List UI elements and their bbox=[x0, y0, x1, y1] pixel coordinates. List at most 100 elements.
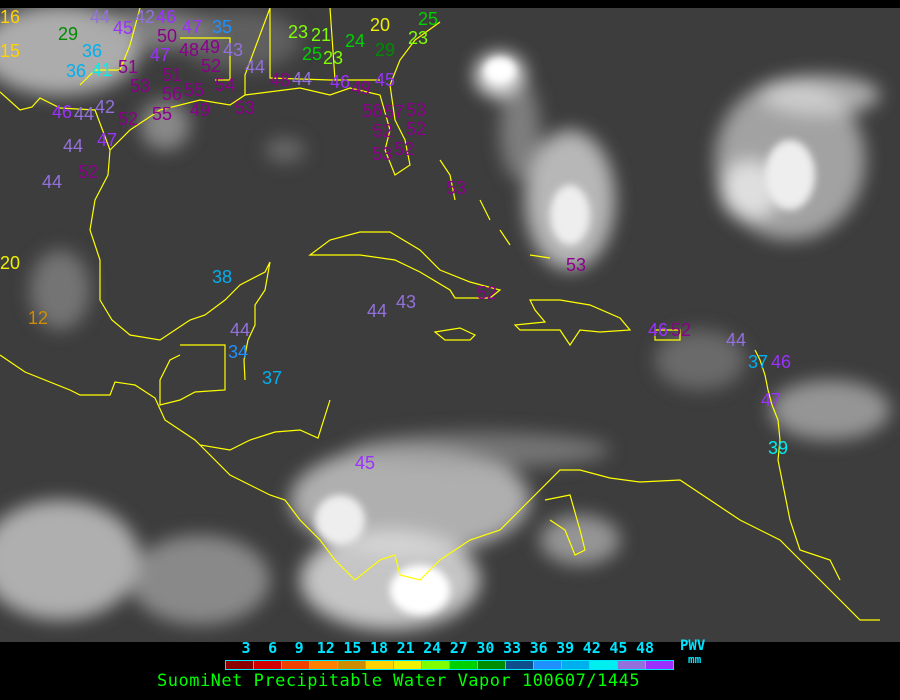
station-pwv-value: 39 bbox=[768, 438, 789, 458]
station-pwv-value: 52 bbox=[394, 139, 415, 159]
legend-swatch bbox=[618, 661, 646, 669]
station-pwv-value: 37 bbox=[748, 352, 769, 372]
station-pwv-value: 53 bbox=[446, 178, 467, 198]
station-pwv-value: 43 bbox=[223, 40, 244, 60]
legend-swatch bbox=[254, 661, 282, 669]
legend-tick-label: 33 bbox=[502, 639, 522, 657]
legend-swatch bbox=[478, 661, 506, 669]
legend-tick-label: 39 bbox=[556, 639, 575, 657]
station-pwv-value: 35 bbox=[212, 17, 233, 37]
legend-tick-label: 27 bbox=[449, 639, 468, 657]
legend-color-bar bbox=[225, 660, 674, 670]
station-pwv-value: 23 bbox=[408, 28, 429, 48]
station-pwv-value: 49 bbox=[200, 37, 221, 57]
legend-tick-label: 9 bbox=[294, 639, 304, 657]
station-pwv-value: 38 bbox=[212, 267, 233, 287]
legend-tick-label: 21 bbox=[396, 639, 415, 657]
station-pwv-value: 44 bbox=[42, 172, 63, 192]
station-pwv-value: 46 bbox=[648, 320, 669, 340]
station-pwv-value: 25 bbox=[418, 9, 439, 29]
legend-unit: mm bbox=[688, 653, 702, 666]
station-pwv-value: 44 bbox=[230, 320, 251, 340]
station-pwv-value: 44 bbox=[367, 301, 388, 321]
station-pwv-value: 42 bbox=[95, 97, 116, 117]
station-pwv-value: 44 bbox=[74, 104, 95, 124]
station-pwv-value: 24 bbox=[345, 31, 366, 51]
station-pwv-value: 44 bbox=[90, 8, 111, 27]
station-pwv-value: 47 bbox=[150, 45, 171, 65]
station-pwv-value: 47 bbox=[97, 130, 118, 150]
station-pwv-value: 53 bbox=[406, 100, 427, 120]
legend-swatch bbox=[534, 661, 562, 669]
legend-swatch bbox=[590, 661, 618, 669]
station-pwv-value: 49 bbox=[190, 100, 211, 120]
station-pwv-value: 53 bbox=[372, 144, 393, 164]
station-pwv-value: 45 bbox=[113, 18, 134, 38]
station-pwv-value: 49 bbox=[351, 78, 372, 98]
station-pwv-value: 34 bbox=[228, 342, 249, 362]
legend-unit-label: PWV bbox=[680, 638, 706, 654]
station-pwv-value: 45 bbox=[375, 70, 396, 90]
station-pwv-value: 46 bbox=[771, 352, 792, 372]
station-pwv-value: 55 bbox=[184, 80, 205, 100]
station-pwv-value: 43 bbox=[396, 292, 417, 312]
station-pwv-value: 16 bbox=[0, 8, 21, 27]
station-pwv-value: 55 bbox=[152, 104, 173, 124]
legend-tick-label: 30 bbox=[476, 639, 495, 657]
station-pwv-value: 44 bbox=[63, 136, 84, 156]
station-pwv-value: 53 bbox=[566, 255, 587, 275]
station-pwv-value: 46 bbox=[330, 72, 351, 92]
station-pwv-value: 44 bbox=[292, 69, 313, 89]
station-pwv-value: 36 bbox=[66, 61, 87, 81]
station-pwv-value: 52 bbox=[477, 283, 498, 303]
station-pwv-value: 41 bbox=[92, 60, 113, 80]
legend-tick-label: 18 bbox=[369, 639, 389, 657]
station-pwv-value: 44 bbox=[245, 57, 266, 77]
legend-swatch bbox=[646, 661, 673, 669]
legend-swatch bbox=[394, 661, 422, 669]
station-pwv-value: 54 bbox=[215, 75, 236, 95]
station-pwv-value: 53 bbox=[235, 98, 256, 118]
legend-swatch bbox=[366, 661, 394, 669]
station-pwv-value: 56 bbox=[362, 101, 383, 121]
station-pwv-value: 52 bbox=[671, 320, 692, 340]
station-pwv-value: 48 bbox=[179, 40, 200, 60]
legend-tick-label: 48 bbox=[635, 639, 655, 657]
station-pwv-value: 52 bbox=[201, 56, 222, 76]
legend-tick-label: 45 bbox=[609, 639, 628, 657]
station-pwv-value: 47 bbox=[182, 17, 203, 37]
legend-tick-label: 3 bbox=[241, 639, 251, 657]
station-pwv-value: 15 bbox=[0, 41, 21, 61]
station-pwv-value: 52 bbox=[78, 162, 99, 182]
legend-swatch bbox=[422, 661, 450, 669]
station-pwv-value: 51 bbox=[162, 65, 183, 85]
legend-swatch bbox=[338, 661, 366, 669]
station-pwv-value: 42 bbox=[135, 8, 156, 27]
station-pwv-value: 23 bbox=[323, 48, 344, 68]
map-title: SuomiNet Precipitable Water Vapor 100607… bbox=[157, 671, 641, 691]
station-pwv-value: 47 bbox=[761, 390, 782, 410]
legend-tick-label: 24 bbox=[423, 639, 442, 657]
station-pwv-value: 52 bbox=[118, 109, 139, 129]
station-pwv-value: 45 bbox=[355, 453, 376, 473]
station-pwv-value: 36 bbox=[82, 41, 103, 61]
station-pwv-value: 21 bbox=[311, 25, 332, 45]
color-legend: 3 6 9 12 15 18 21 24 27 30 33 36 39 42 45 48 PWV mm Suo… bbox=[0, 638, 900, 700]
station-pwv-value: 52 bbox=[373, 121, 394, 141]
legend-swatch bbox=[226, 661, 254, 669]
station-pwv-value: 12 bbox=[28, 308, 49, 328]
station-pwv-value: 57 bbox=[384, 102, 405, 122]
station-pwv-value: 50 bbox=[157, 26, 178, 46]
legend-tick-label: 12 bbox=[316, 639, 335, 657]
legend-swatch bbox=[282, 661, 310, 669]
legend-swatch bbox=[310, 661, 338, 669]
station-pwv-value: 53 bbox=[130, 76, 151, 96]
station-pwv-value: 20 bbox=[0, 253, 21, 273]
station-pwv-value: 20 bbox=[370, 15, 391, 35]
station-pwv-value: 46 bbox=[52, 102, 73, 122]
legend-swatch bbox=[562, 661, 590, 669]
station-pwv-value: 56 bbox=[162, 84, 183, 104]
station-pwv-value: 48 bbox=[270, 70, 291, 90]
station-pwv-value: 46 bbox=[156, 8, 177, 27]
